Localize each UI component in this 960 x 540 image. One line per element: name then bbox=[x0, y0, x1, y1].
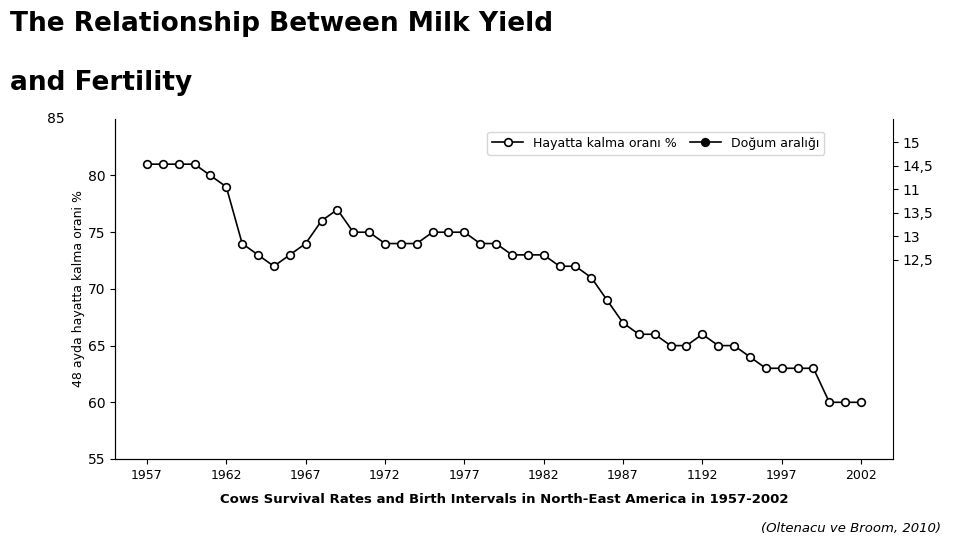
Hayatta kalma oranı % bbox=[807, 365, 819, 372]
Hayatta kalma oranı % bbox=[649, 331, 660, 338]
Line: Hayatta kalma oranı %: Hayatta kalma oranı % bbox=[143, 160, 865, 406]
Hayatta kalma oranı % bbox=[634, 331, 645, 338]
Hayatta kalma oranı % bbox=[348, 229, 359, 235]
Hayatta kalma oranı % bbox=[697, 331, 708, 338]
X-axis label: Cows Survival Rates and Birth Intervals in North-East America in 1957-2002: Cows Survival Rates and Birth Intervals … bbox=[220, 493, 788, 506]
Hayatta kalma oranı % bbox=[300, 240, 311, 247]
Hayatta kalma oranı % bbox=[427, 229, 439, 235]
Hayatta kalma oranı % bbox=[665, 342, 677, 349]
Hayatta kalma oranı % bbox=[729, 342, 740, 349]
Y-axis label: 48 ayda hayatta kalma orani %: 48 ayda hayatta kalma orani % bbox=[72, 191, 85, 387]
Hayatta kalma oranı % bbox=[363, 229, 374, 235]
Hayatta kalma oranı % bbox=[792, 365, 804, 372]
Hayatta kalma oranı % bbox=[396, 240, 407, 247]
Hayatta kalma oranı % bbox=[443, 229, 454, 235]
Hayatta kalma oranı % bbox=[252, 252, 264, 258]
Hayatta kalma oranı % bbox=[379, 240, 391, 247]
Hayatta kalma oranı % bbox=[316, 218, 327, 224]
Hayatta kalma oranı % bbox=[776, 365, 787, 372]
Hayatta kalma oranı % bbox=[189, 161, 201, 167]
Hayatta kalma oranı % bbox=[601, 297, 612, 303]
Hayatta kalma oranı % bbox=[824, 399, 835, 406]
Hayatta kalma oranı % bbox=[157, 161, 169, 167]
Hayatta kalma oranı % bbox=[173, 161, 184, 167]
Hayatta kalma oranı % bbox=[522, 252, 534, 258]
Hayatta kalma oranı % bbox=[538, 252, 549, 258]
Legend: Hayatta kalma oranı %, Doğum aralığı: Hayatta kalma oranı %, Doğum aralığı bbox=[488, 132, 825, 155]
Hayatta kalma oranı % bbox=[506, 252, 517, 258]
Hayatta kalma oranı % bbox=[855, 399, 867, 406]
Text: and Fertility: and Fertility bbox=[10, 70, 192, 96]
Hayatta kalma oranı % bbox=[617, 320, 629, 326]
Hayatta kalma oranı % bbox=[586, 274, 597, 281]
Hayatta kalma oranı % bbox=[284, 252, 296, 258]
Hayatta kalma oranı % bbox=[141, 161, 153, 167]
Hayatta kalma oranı % bbox=[474, 240, 486, 247]
Hayatta kalma oranı % bbox=[569, 263, 581, 269]
Hayatta kalma oranı % bbox=[236, 240, 248, 247]
Hayatta kalma oranı % bbox=[459, 229, 470, 235]
Hayatta kalma oranı % bbox=[554, 263, 565, 269]
Text: (Oltenacu ve Broom, 2010): (Oltenacu ve Broom, 2010) bbox=[760, 522, 941, 535]
Hayatta kalma oranı % bbox=[204, 172, 216, 179]
Text: The Relationship Between Milk Yield: The Relationship Between Milk Yield bbox=[10, 11, 553, 37]
Hayatta kalma oranı % bbox=[268, 263, 279, 269]
Hayatta kalma oranı % bbox=[744, 354, 756, 360]
Hayatta kalma oranı % bbox=[681, 342, 692, 349]
Hayatta kalma oranı % bbox=[760, 365, 772, 372]
Hayatta kalma oranı % bbox=[491, 240, 502, 247]
Hayatta kalma oranı % bbox=[221, 184, 232, 190]
Hayatta kalma oranı % bbox=[712, 342, 724, 349]
Hayatta kalma oranı % bbox=[331, 206, 343, 213]
Text: 85: 85 bbox=[47, 112, 64, 126]
Hayatta kalma oranı % bbox=[839, 399, 851, 406]
Hayatta kalma oranı % bbox=[411, 240, 422, 247]
